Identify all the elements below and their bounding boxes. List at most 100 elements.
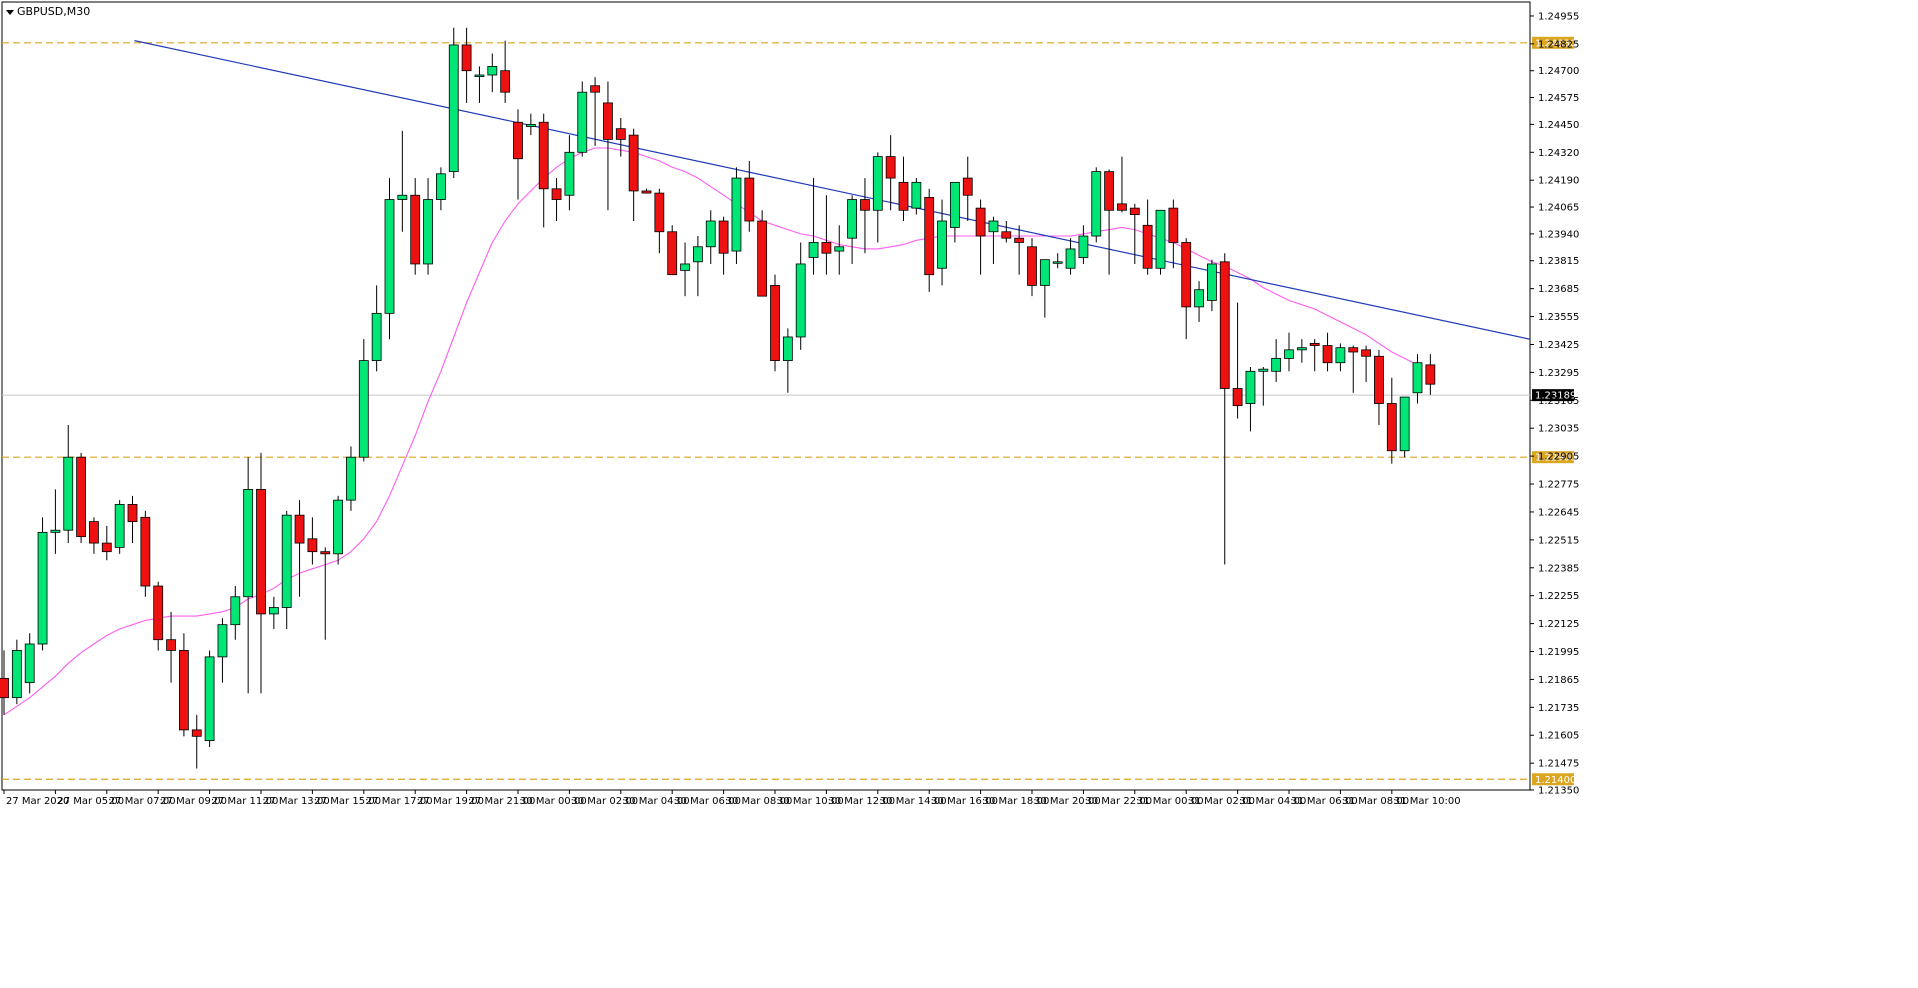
candle[interactable] [577,81,588,157]
candle[interactable] [153,581,164,651]
candle[interactable] [166,611,176,683]
candle[interactable] [680,242,690,297]
candle[interactable] [667,225,678,276]
candle[interactable] [525,113,536,136]
candle[interactable] [24,633,35,694]
candle[interactable] [1027,238,1037,297]
candle[interactable] [782,328,793,393]
candle[interactable] [1181,238,1192,340]
candle[interactable] [140,510,151,597]
candle[interactable] [101,525,112,561]
candle[interactable] [603,81,613,211]
candle[interactable] [1232,302,1243,419]
candle[interactable] [937,199,947,286]
candle[interactable] [1078,225,1089,264]
candle[interactable] [975,199,986,275]
candle[interactable] [1258,367,1269,406]
candle[interactable] [76,452,86,544]
candle[interactable] [1194,281,1204,322]
candle[interactable] [795,242,806,350]
candle[interactable] [1142,199,1153,275]
candle[interactable] [1335,343,1346,372]
candle[interactable] [500,40,511,103]
candle[interactable] [1296,339,1307,363]
candle[interactable] [1348,345,1359,393]
candle[interactable] [204,650,215,748]
candle[interactable] [243,457,254,694]
candle[interactable] [1412,354,1423,404]
candle[interactable] [615,117,626,157]
candle[interactable] [1245,367,1256,432]
candle[interactable] [538,113,549,228]
candle[interactable] [1129,203,1140,264]
candle[interactable] [1155,209,1166,275]
candle[interactable] [346,446,356,511]
candle[interactable] [1399,396,1410,458]
candle[interactable] [911,178,922,215]
candle[interactable] [1168,199,1179,269]
candle[interactable] [872,152,883,243]
candle[interactable] [641,188,652,194]
candle[interactable] [1271,339,1282,383]
candle[interactable] [834,225,845,275]
candle[interactable] [487,53,498,93]
candle[interactable] [358,339,369,462]
candle[interactable] [1309,339,1320,372]
candle[interactable] [1386,377,1397,464]
candle[interactable] [821,195,832,275]
candle[interactable] [448,27,459,179]
candle[interactable] [0,650,9,715]
candle[interactable] [1207,259,1217,312]
candle[interactable] [89,517,99,554]
candle[interactable] [705,210,716,264]
candle[interactable] [885,135,896,211]
candle[interactable] [924,188,935,292]
candle[interactable] [1065,238,1076,275]
candle[interactable] [37,517,48,651]
candle[interactable] [770,274,780,372]
candle[interactable] [898,156,909,222]
candle[interactable] [564,135,575,211]
candle[interactable] [1052,253,1063,269]
candle[interactable] [268,596,279,629]
candle[interactable] [1374,349,1384,425]
candle[interactable] [1284,332,1294,372]
candle[interactable] [1104,169,1114,275]
candle[interactable] [718,216,729,275]
candle[interactable] [281,510,292,629]
candle[interactable] [1014,225,1025,275]
candle[interactable] [320,547,331,640]
candle[interactable] [307,517,318,565]
candle[interactable] [63,424,74,544]
candle[interactable] [551,178,562,222]
candle[interactable] [513,109,523,200]
candle[interactable] [435,167,446,211]
candle[interactable] [988,216,999,264]
trendline[interactable] [134,40,1531,340]
candle[interactable] [410,178,421,275]
candle[interactable] [371,285,382,372]
candle[interactable] [217,618,228,683]
candle[interactable] [1091,167,1102,243]
candle[interactable] [474,66,485,103]
candle[interactable] [1425,354,1436,395]
candle[interactable] [294,500,305,597]
candle[interactable] [178,633,189,737]
candle[interactable] [461,27,472,103]
candle[interactable] [384,178,395,340]
candle[interactable] [860,178,870,254]
candle[interactable] [808,178,819,275]
candle[interactable] [114,500,125,554]
candle[interactable] [847,195,857,264]
candle[interactable] [950,181,960,243]
title-dropdown-icon[interactable] [6,10,14,15]
candle[interactable] [50,489,61,554]
candle[interactable] [191,714,202,769]
candle[interactable] [1322,332,1333,372]
candle[interactable] [757,210,768,297]
candle[interactable] [590,77,600,146]
candle[interactable] [11,639,22,705]
candle[interactable] [1117,156,1127,213]
